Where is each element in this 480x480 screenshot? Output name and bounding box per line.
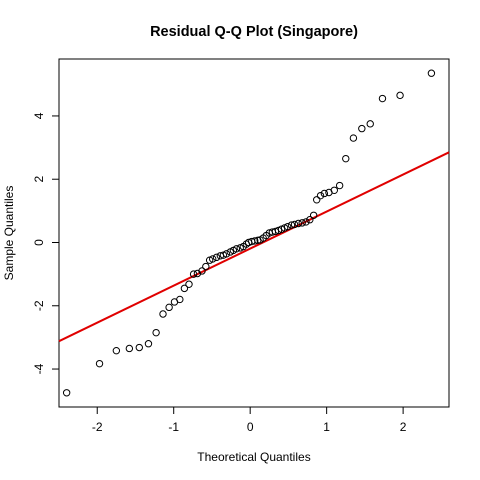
qq-point: [309, 211, 318, 219]
qq-point: [144, 340, 153, 348]
qq-point: [358, 124, 366, 133]
qq-point: [427, 69, 436, 77]
points-layer: [62, 69, 436, 397]
qq-point: [95, 359, 104, 368]
qq-point: [189, 270, 198, 278]
qq-point: [125, 344, 134, 353]
qq-point: [135, 343, 143, 352]
qq-point: [152, 328, 160, 337]
qq-point: [165, 303, 173, 312]
qq-point: [313, 196, 321, 204]
qq-point: [222, 250, 231, 258]
qq-point: [396, 91, 404, 100]
chart-title: Residual Q-Q Plot (Singapore): [150, 24, 358, 40]
qq-point: [320, 189, 329, 198]
y-tick-label: 0: [32, 239, 46, 246]
qq-point: [112, 346, 121, 355]
y-tick-label: -2: [32, 300, 46, 311]
x-tick-label: 0: [247, 420, 254, 434]
qq-point: [198, 267, 206, 275]
qq-point: [62, 389, 71, 397]
qq-reference-line: [58, 151, 450, 343]
reference-line-layer: [58, 151, 450, 343]
qq-point: [202, 262, 210, 271]
y-tick-label: 2: [32, 176, 46, 183]
qq-point: [378, 94, 387, 103]
y-tick-label: -4: [32, 363, 46, 374]
x-tick-label: 1: [323, 420, 330, 434]
qq-point: [290, 220, 299, 229]
qq-point: [159, 310, 167, 318]
qq-point: [176, 295, 184, 304]
qq-point: [232, 245, 241, 253]
qq-point: [335, 181, 344, 190]
qq-point: [330, 186, 338, 194]
qq-point: [287, 221, 296, 229]
qq-point: [366, 120, 374, 128]
qq-point: [185, 280, 193, 288]
qq-point: [212, 253, 221, 262]
qq-point: [251, 237, 259, 245]
y-tick-label: 4: [32, 112, 46, 119]
qq-point: [294, 219, 303, 228]
qq-point: [316, 191, 325, 200]
qq-point: [298, 219, 306, 227]
plot-frame: [58, 58, 450, 408]
qq-point: [180, 284, 189, 293]
x-tick-label: 2: [400, 420, 407, 434]
x-axis-label: Theoretical Quantiles: [197, 450, 310, 464]
x-axis: -2 -1 0 1 2: [92, 407, 407, 434]
y-axis: -4 -2 0 2 4: [32, 112, 59, 374]
x-tick-label: -1: [168, 420, 179, 434]
y-axis-label: Sample Quantiles: [2, 186, 16, 281]
qq-point: [349, 134, 358, 142]
qq-point: [342, 154, 350, 163]
qq-point: [306, 216, 314, 224]
qq-point: [302, 218, 310, 226]
qq-point: [283, 222, 292, 231]
x-tick-label: -2: [92, 420, 103, 434]
qq-point: [209, 255, 217, 263]
